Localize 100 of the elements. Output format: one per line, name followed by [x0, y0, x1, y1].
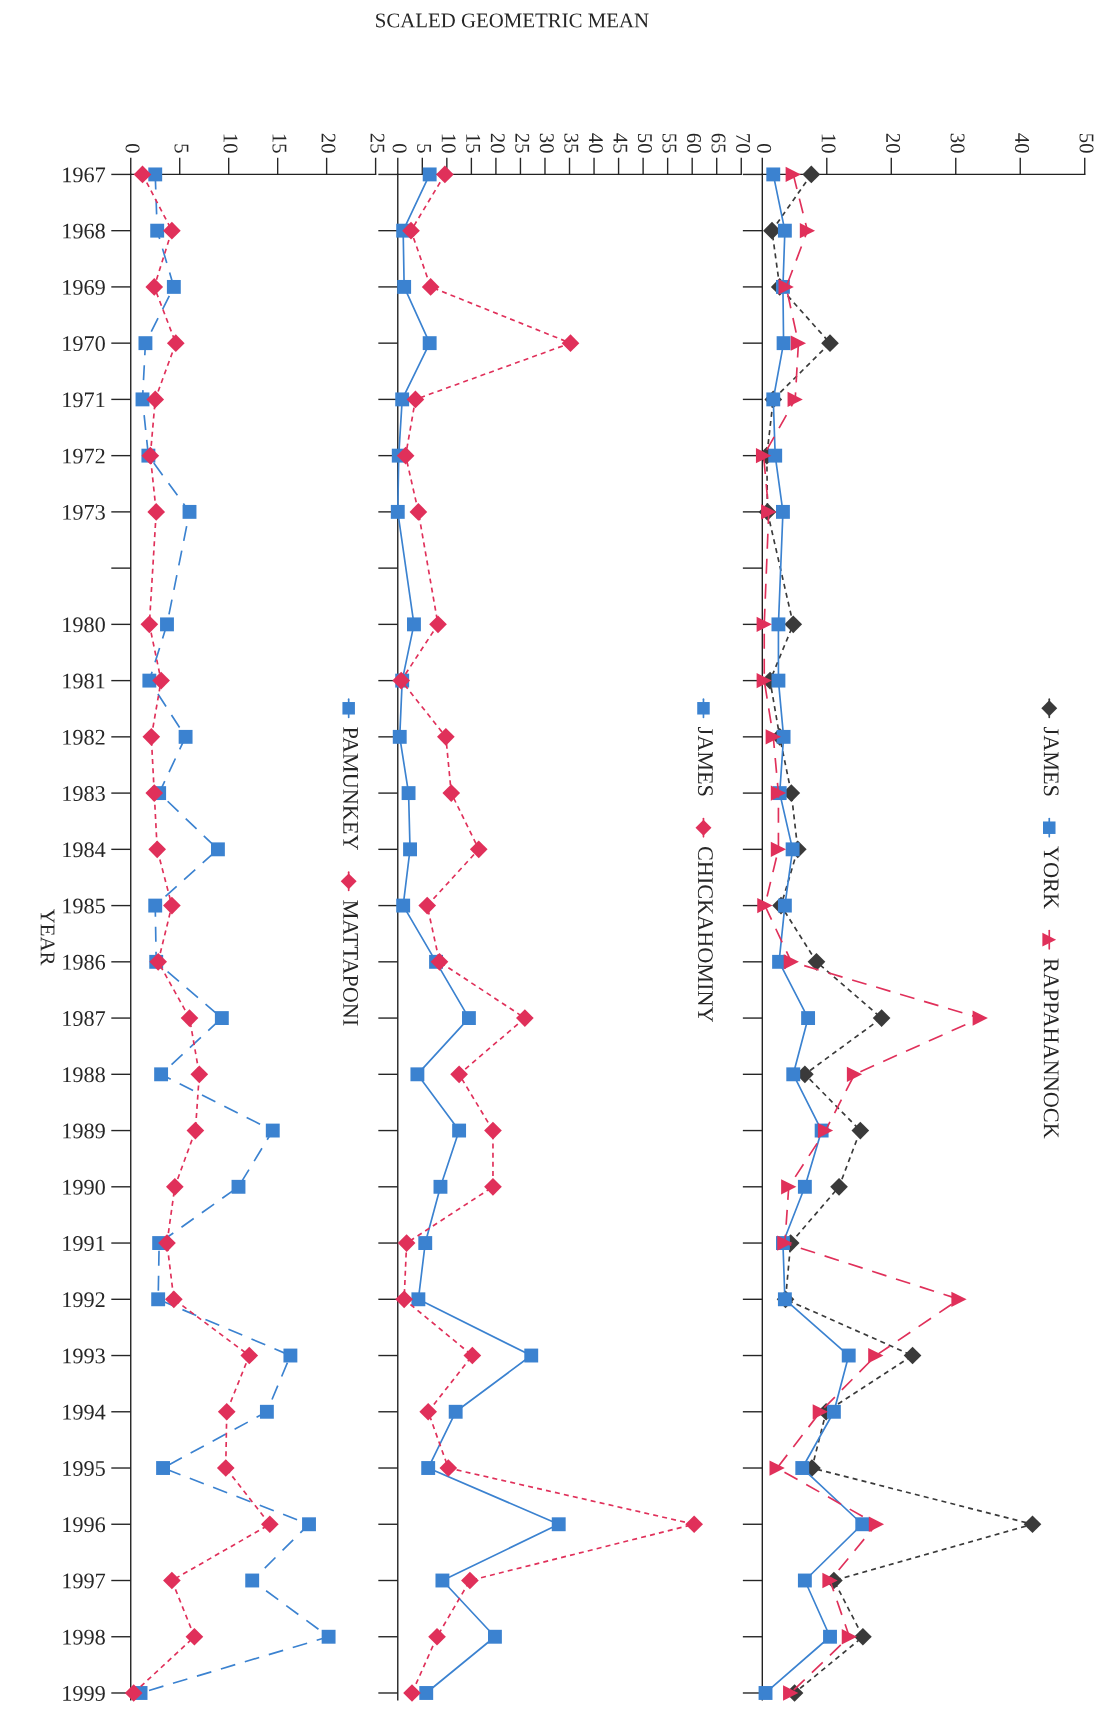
point: [797, 1179, 812, 1194]
point: [770, 841, 787, 857]
point: [145, 278, 164, 296]
point: [433, 1179, 448, 1194]
point: [450, 1065, 468, 1084]
y-tick-label: 1994: [63, 1404, 106, 1420]
point: [801, 1011, 816, 1026]
point: [397, 1234, 416, 1252]
point: [951, 1291, 967, 1307]
point: [785, 166, 801, 183]
point: [817, 1122, 834, 1139]
point: [797, 1573, 812, 1588]
point: [516, 1009, 534, 1027]
x-tick-label: 25: [515, 133, 530, 153]
point: [781, 1179, 797, 1195]
point: [841, 1629, 857, 1645]
point: [135, 392, 150, 407]
point: [147, 503, 166, 521]
point: [411, 1292, 426, 1307]
point: [146, 390, 165, 409]
point: [430, 952, 449, 971]
point: [260, 1515, 279, 1534]
x-tick-label: 30: [950, 133, 965, 153]
point: [151, 1292, 166, 1307]
point: [872, 1009, 891, 1027]
point: [283, 1348, 298, 1363]
point: [149, 952, 168, 971]
y-tick-label: 1988: [63, 1067, 105, 1083]
point: [461, 1571, 479, 1590]
point: [302, 1517, 316, 1532]
point: [186, 1121, 205, 1140]
point: [418, 896, 437, 915]
y-tick-label: 1970: [63, 336, 105, 352]
legend-label: YORK: [1043, 846, 1059, 909]
point: [758, 1686, 773, 1700]
point: [150, 223, 165, 238]
x-tick-label: 0: [125, 143, 140, 153]
point: [418, 1236, 433, 1250]
point: [421, 278, 440, 296]
point: [160, 617, 174, 632]
point: [795, 1461, 810, 1475]
point: [783, 1685, 799, 1701]
point: [776, 729, 791, 744]
point: [145, 784, 164, 802]
point: [822, 1572, 838, 1589]
point: [775, 504, 790, 519]
point: [685, 1515, 703, 1534]
x-tick-label: 60: [686, 133, 702, 153]
x-tick-label: 20: [886, 133, 901, 153]
y-tick-label: 1992: [63, 1292, 105, 1308]
point: [154, 1067, 169, 1082]
y-tick-label: 1969: [63, 279, 105, 295]
point: [148, 840, 167, 859]
y-tick-label: 1980: [63, 617, 105, 633]
point: [1023, 1515, 1042, 1534]
point: [783, 954, 799, 970]
legend-label: JAMES: [1043, 727, 1059, 796]
y-tick-label: 1983: [63, 786, 105, 802]
point: [846, 1066, 863, 1082]
point: [395, 1290, 413, 1309]
x-tick-label: 0: [392, 143, 407, 153]
point: [830, 1177, 848, 1196]
point: [756, 672, 772, 689]
point: [771, 673, 786, 688]
point: [421, 1461, 436, 1475]
x-tick-label: 50: [1079, 133, 1094, 153]
x-axis-title: SCALED GEOMETRIC MEAN: [376, 13, 649, 28]
point: [259, 1404, 274, 1419]
point: [397, 279, 412, 294]
x-tick-label: 5: [174, 144, 189, 153]
point: [402, 221, 420, 240]
point: [422, 167, 437, 182]
point: [802, 165, 821, 184]
x-tick-label: 15: [272, 134, 287, 153]
y-tick-label: 1973: [63, 504, 105, 520]
point: [776, 336, 791, 351]
point: [165, 1177, 184, 1196]
point: [158, 1234, 176, 1252]
legend-label: RAPPAHANNOCK: [1043, 958, 1059, 1139]
x-tick-label: 70: [736, 134, 751, 153]
point: [419, 1402, 438, 1421]
point: [124, 1684, 143, 1702]
point: [182, 504, 197, 519]
y-tick-label: 1996: [63, 1517, 106, 1533]
y-tick-label: 1993: [63, 1348, 105, 1364]
y-tick-label: 1999: [63, 1685, 105, 1701]
point: [407, 617, 421, 632]
y-tick-label: 1997: [63, 1573, 106, 1589]
x-tick-label: 10: [223, 134, 238, 153]
point: [180, 1009, 199, 1027]
y-tick-label: 1990: [63, 1179, 105, 1195]
point: [469, 840, 488, 859]
point: [755, 448, 772, 464]
point: [217, 1402, 236, 1421]
point: [777, 223, 792, 238]
y-tick-label: 1986: [63, 954, 106, 970]
point: [245, 1573, 260, 1588]
point: [855, 1517, 870, 1532]
y-tick-label: 1972: [63, 448, 105, 464]
point: [190, 1065, 209, 1084]
